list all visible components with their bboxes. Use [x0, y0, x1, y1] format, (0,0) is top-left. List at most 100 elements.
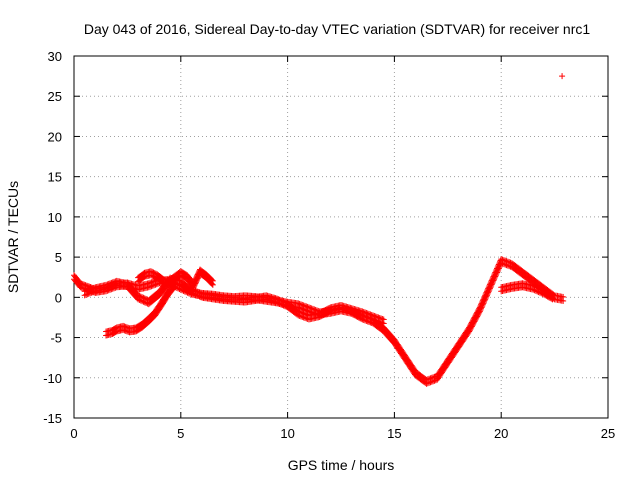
- data-point-main: [477, 307, 484, 314]
- data-point-main: [470, 320, 477, 327]
- x-tick-label: 25: [601, 426, 615, 441]
- data-point-secondary: [368, 315, 375, 322]
- data-point-secondary: [281, 303, 288, 310]
- data-point-main: [483, 293, 490, 300]
- data-point-secondary: [188, 289, 195, 296]
- data-point-secondary: [139, 298, 146, 305]
- data-point-secondary: [136, 296, 143, 303]
- data-point-secondary: [295, 312, 302, 319]
- data-point-main: [493, 270, 500, 277]
- data-point-secondary: [140, 298, 147, 305]
- data-point-main: [507, 263, 514, 270]
- data-point-main: [153, 281, 160, 288]
- y-tick-label: 0: [55, 290, 62, 305]
- data-point-secondary: [300, 314, 307, 321]
- data-point-main: [560, 297, 567, 304]
- data-point-secondary: [193, 292, 200, 299]
- data-point-main: [479, 303, 486, 310]
- data-point-secondary: [367, 315, 374, 322]
- data-point-main: [152, 281, 159, 288]
- y-tick-label: 10: [48, 210, 62, 225]
- data-point-secondary: [280, 302, 287, 309]
- data-point-main: [430, 378, 437, 385]
- data-point-main: [483, 292, 490, 299]
- data-point-main: [486, 286, 493, 293]
- data-point-secondary: [91, 288, 98, 295]
- data-point-main: [471, 318, 478, 325]
- data-point-post-peak: [535, 289, 542, 296]
- data-point-main: [503, 262, 510, 269]
- data-point-secondary: [273, 299, 280, 306]
- data-point-main: [473, 314, 480, 321]
- data-point-post-peak: [534, 288, 541, 295]
- data-point-outlier: [559, 73, 566, 80]
- chart-title: Day 043 of 2016, Sidereal Day-to-day VTE…: [84, 21, 590, 37]
- data-point-main: [491, 276, 498, 283]
- data-point-secondary: [111, 282, 118, 289]
- data-point-secondary: [276, 300, 283, 307]
- data-point-secondary: [366, 314, 373, 321]
- data-point-secondary: [374, 317, 381, 324]
- data-point-secondary: [301, 314, 308, 321]
- y-tick-label: 20: [48, 129, 62, 144]
- data-point-main: [480, 299, 487, 306]
- data-point-main: [431, 377, 438, 384]
- data-point-secondary: [189, 290, 196, 297]
- data-point-main: [498, 260, 505, 267]
- data-point-main: [469, 322, 476, 329]
- data-point-main: [487, 284, 494, 291]
- data-point-main: [495, 266, 502, 273]
- data-point-main: [148, 283, 155, 290]
- data-point-secondary: [84, 291, 91, 298]
- x-tick-label: 0: [70, 426, 77, 441]
- data-point-main: [488, 282, 495, 289]
- data-point-secondary: [107, 284, 114, 291]
- data-point-main: [494, 268, 501, 275]
- data-point-secondary: [87, 290, 94, 297]
- x-axis-label: GPS time / hours: [288, 457, 395, 473]
- data-point-secondary: [375, 318, 382, 325]
- data-point-secondary: [89, 289, 96, 296]
- y-tick-label: 15: [48, 170, 62, 185]
- data-point-main: [423, 380, 430, 387]
- data-point-secondary: [81, 292, 88, 299]
- data-point-main: [494, 269, 501, 276]
- data-point-main: [149, 282, 156, 289]
- data-point-main: [479, 301, 486, 308]
- y-axis-label: SDTVAR / TECUs: [5, 181, 21, 293]
- data-point-secondary: [297, 313, 304, 320]
- data-point-upper-branches: [209, 281, 216, 288]
- data-point-secondary: [372, 317, 379, 324]
- data-point-main: [428, 378, 435, 385]
- data-point-main: [485, 289, 492, 296]
- data-point-secondary: [135, 296, 142, 303]
- data-point-main: [492, 273, 499, 280]
- data-point-secondary: [191, 291, 198, 298]
- data-point-main: [151, 282, 158, 289]
- data-point-secondary: [104, 285, 111, 292]
- data-point-main: [481, 297, 488, 304]
- data-point-secondary: [376, 318, 383, 325]
- data-point-secondary: [283, 303, 290, 310]
- data-point-upper-branches: [151, 274, 158, 281]
- data-point-secondary: [279, 301, 286, 308]
- data-point-main: [426, 379, 433, 386]
- y-tick-label: -5: [50, 331, 62, 346]
- data-point-secondary: [197, 294, 204, 301]
- data-point-post-peak: [532, 287, 539, 294]
- y-tick-label: 25: [48, 89, 62, 104]
- data-point-upper-branches: [150, 273, 157, 280]
- data-point-secondary: [296, 312, 303, 319]
- data-point-main: [476, 309, 483, 316]
- data-point-main: [427, 379, 434, 386]
- data-point-secondary: [378, 319, 385, 326]
- data-point-main: [478, 305, 485, 312]
- data-point-secondary: [299, 313, 306, 320]
- data-point-secondary: [359, 312, 366, 319]
- data-point-main: [467, 325, 474, 332]
- y-tick-label: -15: [43, 411, 62, 426]
- data-point-secondary: [380, 320, 387, 327]
- data-point-main: [472, 315, 479, 322]
- data-point-main: [480, 300, 487, 307]
- data-point-secondary: [370, 316, 377, 323]
